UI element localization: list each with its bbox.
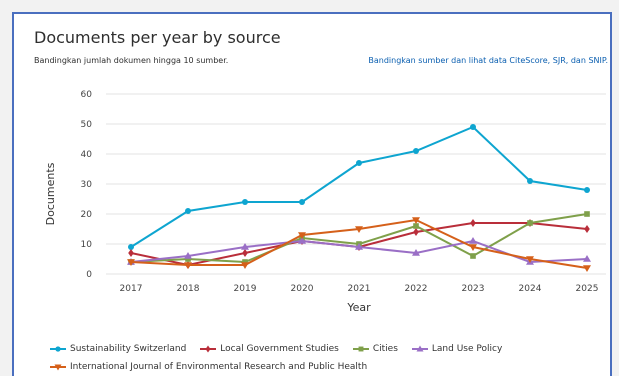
data-point[interactable] bbox=[583, 265, 591, 272]
legend-label: International Journal of Environmental R… bbox=[70, 362, 368, 372]
x-tick-label: 2017 bbox=[120, 284, 143, 294]
x-axis-title: Year bbox=[346, 301, 371, 314]
data-point[interactable] bbox=[184, 252, 192, 259]
x-axis-ticks: 2017 2018 2019 2020 2021 2022 2023 2024 2025 bbox=[120, 284, 599, 294]
data-point[interactable] bbox=[413, 148, 419, 154]
compare-sources-link[interactable]: Bandingkan sumber dan lihat data CiteSco… bbox=[368, 56, 608, 65]
series-lines bbox=[127, 124, 591, 272]
y-tick-label: 30 bbox=[81, 180, 93, 190]
legend-item[interactable]: Sustainability Switzerland bbox=[50, 344, 186, 354]
data-point[interactable] bbox=[412, 217, 420, 224]
data-point[interactable] bbox=[470, 124, 476, 130]
chart-title: Documents per year by source bbox=[34, 28, 281, 47]
legend-marker-icon bbox=[50, 364, 66, 371]
data-point[interactable] bbox=[527, 178, 533, 184]
y-axis-ticks: 0 10 20 30 40 50 60 bbox=[81, 90, 93, 280]
legend-row: Sustainability Switzerland Local Governme… bbox=[50, 340, 590, 358]
data-point[interactable] bbox=[242, 199, 248, 205]
data-point[interactable] bbox=[584, 225, 590, 233]
y-tick-label: 10 bbox=[81, 240, 93, 250]
data-point[interactable] bbox=[241, 262, 249, 269]
data-point[interactable] bbox=[298, 232, 306, 239]
data-point[interactable] bbox=[413, 228, 419, 236]
data-point[interactable] bbox=[242, 259, 248, 265]
legend-label: Sustainability Switzerland bbox=[70, 344, 187, 354]
legend-item[interactable]: Cities bbox=[352, 344, 398, 354]
legend-row: International Journal of Environmental R… bbox=[50, 358, 590, 376]
grid-lines bbox=[106, 93, 606, 275]
chart-card: Documents per year by source Bandingkan … bbox=[12, 12, 612, 376]
legend-marker-icon bbox=[200, 345, 217, 353]
data-point[interactable] bbox=[583, 255, 591, 262]
data-point[interactable] bbox=[527, 220, 533, 226]
x-tick-label: 2024 bbox=[519, 284, 542, 294]
data-point[interactable] bbox=[469, 244, 477, 251]
data-point[interactable] bbox=[584, 211, 590, 217]
data-point[interactable] bbox=[127, 259, 135, 266]
data-point[interactable] bbox=[355, 243, 363, 250]
data-point[interactable] bbox=[184, 262, 192, 269]
y-axis-title: Documents bbox=[44, 162, 57, 225]
data-point[interactable] bbox=[185, 208, 191, 214]
legend-label: Local Government Studies bbox=[220, 344, 339, 354]
data-point[interactable] bbox=[128, 244, 134, 250]
legend-label: Land Use Policy bbox=[431, 344, 503, 354]
legend-label: Cities bbox=[372, 344, 398, 354]
data-point[interactable] bbox=[128, 249, 134, 257]
data-point[interactable] bbox=[412, 249, 420, 256]
x-tick-label: 2021 bbox=[348, 284, 371, 294]
data-point[interactable] bbox=[185, 256, 191, 262]
x-tick-label: 2022 bbox=[405, 284, 428, 294]
data-point[interactable] bbox=[299, 199, 305, 205]
data-point[interactable] bbox=[470, 219, 476, 227]
legend-marker-icon bbox=[411, 345, 428, 352]
data-point[interactable] bbox=[242, 249, 248, 257]
chart-legend: Sustainability Switzerland Local Governme… bbox=[50, 340, 590, 376]
y-tick-label: 50 bbox=[81, 120, 93, 130]
data-point[interactable] bbox=[355, 226, 363, 233]
data-point[interactable] bbox=[241, 243, 249, 250]
x-tick-label: 2020 bbox=[291, 284, 314, 294]
data-point[interactable] bbox=[413, 223, 419, 229]
legend-item[interactable]: Land Use Policy bbox=[411, 344, 503, 354]
x-tick-label: 2019 bbox=[234, 284, 257, 294]
y-tick-label: 60 bbox=[81, 90, 93, 100]
data-point[interactable] bbox=[469, 237, 477, 244]
data-point[interactable] bbox=[356, 160, 362, 166]
x-tick-label: 2018 bbox=[177, 284, 200, 294]
x-tick-label: 2023 bbox=[462, 284, 485, 294]
legend-marker-icon bbox=[50, 346, 66, 352]
legend-item[interactable]: International Journal of Environmental R… bbox=[50, 362, 367, 372]
chart-subtitle: Bandingkan jumlah dokumen hingga 10 sumb… bbox=[34, 56, 229, 65]
y-tick-label: 20 bbox=[81, 210, 93, 220]
data-point[interactable] bbox=[526, 256, 534, 263]
data-point[interactable] bbox=[584, 187, 590, 193]
data-point[interactable] bbox=[470, 253, 476, 259]
y-tick-label: 0 bbox=[86, 270, 92, 280]
series-1 bbox=[128, 124, 590, 250]
x-tick-label: 2025 bbox=[576, 284, 599, 294]
legend-marker-icon bbox=[352, 346, 369, 352]
y-tick-label: 40 bbox=[81, 150, 93, 160]
series-5 bbox=[127, 217, 591, 272]
legend-item[interactable]: Local Government Studies bbox=[200, 344, 339, 354]
data-point[interactable] bbox=[298, 237, 306, 244]
